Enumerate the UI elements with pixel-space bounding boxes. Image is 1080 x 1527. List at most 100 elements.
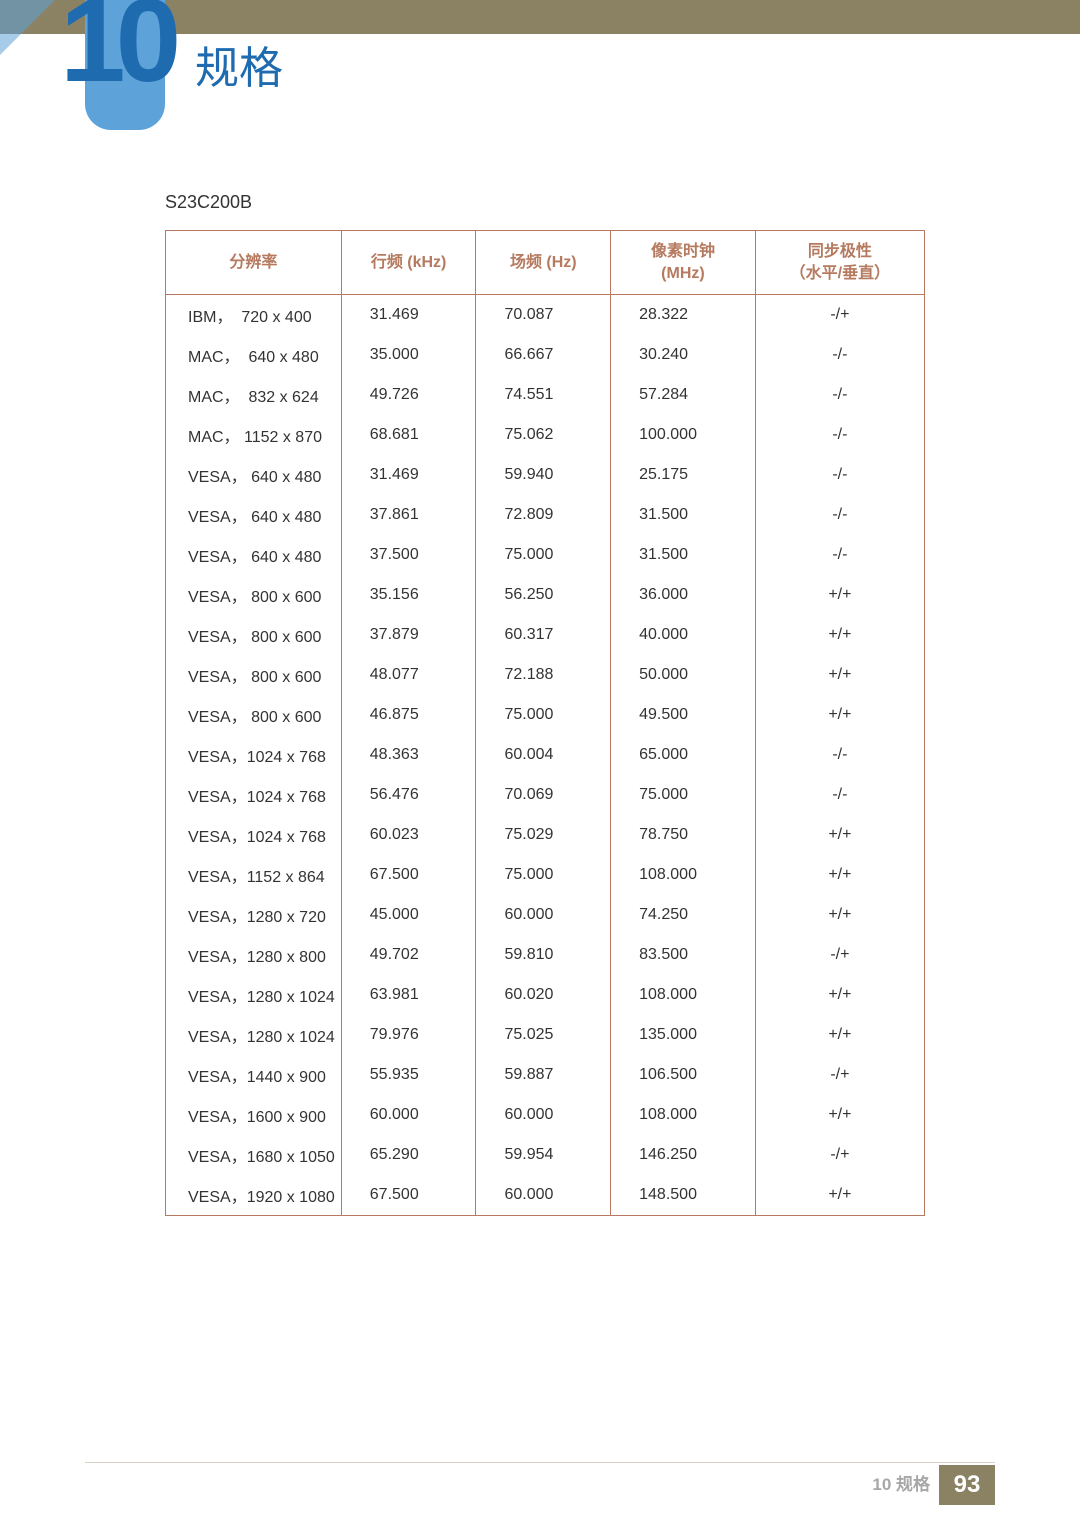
table-cell: VESA，1920 x 1080	[166, 1175, 342, 1216]
table-row: VESA， 640 x 48037.50075.00031.500-/-	[166, 535, 925, 575]
table-cell: 63.981	[341, 975, 476, 1015]
col-header-hfreq: 行频 (kHz)	[341, 231, 476, 295]
table-cell: 66.667	[476, 335, 611, 375]
table-cell: 31.469	[341, 295, 476, 336]
table-cell: -/-	[755, 415, 924, 455]
col-header-sync: 同步极性（水平/垂直）	[755, 231, 924, 295]
table-cell: 65.000	[611, 735, 756, 775]
table-row: VESA，1280 x 102463.98160.020108.000+/+	[166, 975, 925, 1015]
table-cell: 31.500	[611, 535, 756, 575]
table-cell: VESA，1280 x 1024	[166, 1015, 342, 1055]
table-cell: 37.861	[341, 495, 476, 535]
table-cell: 37.879	[341, 615, 476, 655]
table-cell: 68.681	[341, 415, 476, 455]
table-cell: +/+	[755, 815, 924, 855]
table-cell: 35.156	[341, 575, 476, 615]
table-cell: 45.000	[341, 895, 476, 935]
table-row: VESA，1152 x 86467.50075.000108.000+/+	[166, 855, 925, 895]
table-cell: 49.726	[341, 375, 476, 415]
table-cell: 35.000	[341, 335, 476, 375]
table-row: MAC， 832 x 62449.72674.55157.284-/-	[166, 375, 925, 415]
table-row: VESA， 640 x 48037.86172.80931.500-/-	[166, 495, 925, 535]
table-cell: 56.250	[476, 575, 611, 615]
table-cell: 48.077	[341, 655, 476, 695]
table-header-row: 分辨率 行频 (kHz) 场频 (Hz) 像素时钟(MHz) 同步极性（水平/垂…	[166, 231, 925, 295]
table-cell: -/+	[755, 295, 924, 336]
table-cell: 57.284	[611, 375, 756, 415]
table-cell: 75.000	[476, 695, 611, 735]
table-row: VESA， 800 x 60037.87960.31740.000+/+	[166, 615, 925, 655]
table-row: VESA，1024 x 76860.02375.02978.750+/+	[166, 815, 925, 855]
table-cell: 108.000	[611, 975, 756, 1015]
table-cell: +/+	[755, 975, 924, 1015]
table-cell: +/+	[755, 1095, 924, 1135]
table-cell: MAC， 640 x 480	[166, 335, 342, 375]
table-row: VESA，1024 x 76848.36360.00465.000-/-	[166, 735, 925, 775]
table-cell: VESA，1280 x 800	[166, 935, 342, 975]
table-cell: 135.000	[611, 1015, 756, 1055]
table-cell: 72.809	[476, 495, 611, 535]
table-cell: 146.250	[611, 1135, 756, 1175]
col-header-pixelclock: 像素时钟(MHz)	[611, 231, 756, 295]
table-cell: VESA， 800 x 600	[166, 655, 342, 695]
table-cell: +/+	[755, 615, 924, 655]
table-cell: 49.500	[611, 695, 756, 735]
table-cell: 75.062	[476, 415, 611, 455]
table-cell: VESA， 800 x 600	[166, 575, 342, 615]
table-cell: VESA， 640 x 480	[166, 495, 342, 535]
table-cell: VESA，1024 x 768	[166, 775, 342, 815]
table-cell: 31.500	[611, 495, 756, 535]
table-cell: 74.551	[476, 375, 611, 415]
table-row: VESA，1600 x 90060.00060.000108.000+/+	[166, 1095, 925, 1135]
table-row: VESA， 800 x 60035.15656.25036.000+/+	[166, 575, 925, 615]
table-cell: VESA，1280 x 1024	[166, 975, 342, 1015]
table-cell: +/+	[755, 655, 924, 695]
table-cell: 148.500	[611, 1175, 756, 1216]
table-cell: 60.000	[476, 895, 611, 935]
table-cell: 67.500	[341, 855, 476, 895]
table-cell: 55.935	[341, 1055, 476, 1095]
table-row: VESA，1920 x 108067.50060.000148.500+/+	[166, 1175, 925, 1216]
table-cell: 30.240	[611, 335, 756, 375]
table-cell: 75.000	[611, 775, 756, 815]
table-cell: -/-	[755, 375, 924, 415]
page-number: 93	[939, 1465, 995, 1505]
table-cell: VESA，1680 x 1050	[166, 1135, 342, 1175]
table-cell: 78.750	[611, 815, 756, 855]
table-cell: +/+	[755, 855, 924, 895]
table-cell: 75.000	[476, 855, 611, 895]
table-cell: 60.000	[476, 1175, 611, 1216]
table-row: VESA， 800 x 60048.07772.18850.000+/+	[166, 655, 925, 695]
table-cell: -/-	[755, 535, 924, 575]
table-cell: VESA， 800 x 600	[166, 695, 342, 735]
table-cell: 37.500	[341, 535, 476, 575]
table-row: VESA，1680 x 105065.29059.954146.250-/+	[166, 1135, 925, 1175]
table-cell: VESA，1152 x 864	[166, 855, 342, 895]
table-cell: 100.000	[611, 415, 756, 455]
spec-table: 分辨率 行频 (kHz) 场频 (Hz) 像素时钟(MHz) 同步极性（水平/垂…	[165, 230, 925, 1216]
table-row: MAC， 1152 x 87068.68175.062100.000-/-	[166, 415, 925, 455]
table-cell: 46.875	[341, 695, 476, 735]
table-cell: 75.025	[476, 1015, 611, 1055]
table-row: VESA，1024 x 76856.47670.06975.000-/-	[166, 775, 925, 815]
table-cell: +/+	[755, 895, 924, 935]
table-row: VESA，1280 x 72045.00060.00074.250+/+	[166, 895, 925, 935]
page: 10 规格 S23C200B 分辨率 行频 (kHz) 场频 (Hz) 像素时钟…	[0, 0, 1080, 1527]
table-cell: IBM， 720 x 400	[166, 295, 342, 336]
table-cell: 65.290	[341, 1135, 476, 1175]
table-cell: 40.000	[611, 615, 756, 655]
table-cell: MAC， 1152 x 870	[166, 415, 342, 455]
col-header-vfreq: 场频 (Hz)	[476, 231, 611, 295]
table-cell: 72.188	[476, 655, 611, 695]
table-cell: VESA，1280 x 720	[166, 895, 342, 935]
table-cell: -/+	[755, 935, 924, 975]
chapter-title: 规格	[195, 32, 283, 96]
table-cell: VESA， 640 x 480	[166, 535, 342, 575]
table-row: VESA， 640 x 48031.46959.94025.175-/-	[166, 455, 925, 495]
table-cell: 70.069	[476, 775, 611, 815]
table-row: VESA， 800 x 60046.87575.00049.500+/+	[166, 695, 925, 735]
table-cell: -/-	[755, 455, 924, 495]
table-cell: 108.000	[611, 1095, 756, 1135]
table-cell: -/-	[755, 495, 924, 535]
table-row: VESA，1280 x 102479.97675.025135.000+/+	[166, 1015, 925, 1055]
